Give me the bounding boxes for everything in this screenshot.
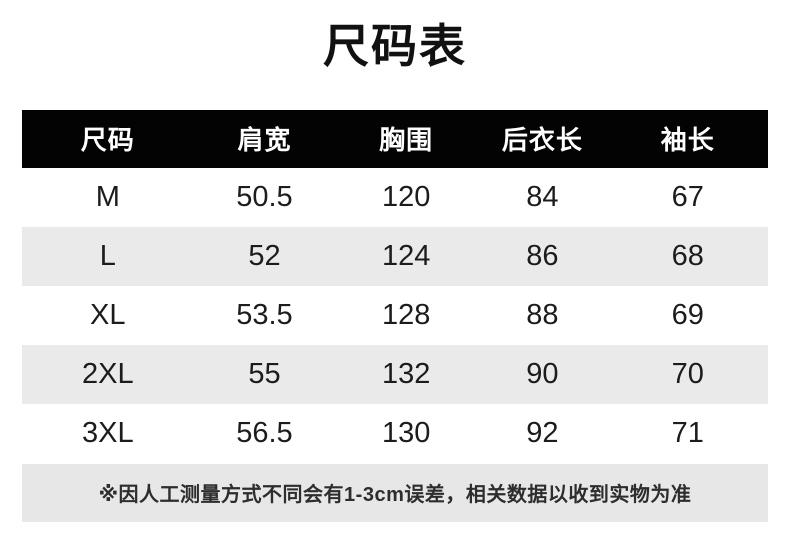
value-cell: 120 — [381, 180, 431, 213]
page-title: 尺码表 — [323, 20, 467, 72]
value-cell: 56.5 — [236, 416, 293, 449]
value-cell: 69 — [671, 298, 704, 331]
value-cell: 92 — [526, 416, 559, 449]
value-cell: 50.5 — [236, 180, 293, 213]
measurement-note-bar: ※因人工测量方式不同会有1-3cm误差，相关数据以收到实物为准 — [22, 463, 768, 522]
value-cell: 71 — [671, 416, 704, 449]
table-row: M 50.5 120 84 67 — [22, 168, 768, 227]
table-row: L 52 124 86 68 — [22, 226, 768, 286]
value-cell: 86 — [526, 239, 559, 272]
table-row: 3XL 56.5 130 92 71 — [22, 404, 768, 463]
value-cell: 68 — [671, 239, 704, 272]
table-row: 2XL 55 132 90 70 — [22, 344, 768, 404]
value-cell: 88 — [526, 298, 559, 331]
column-header-back-length: 后衣长 — [477, 109, 608, 168]
size-chart-page: 尺码表 尺码 肩宽 胸围 后衣长 袖长 M — [0, 20, 790, 556]
value-cell: 132 — [381, 357, 431, 390]
table-header-row: 尺码 肩宽 胸围 后衣长 袖长 — [22, 109, 768, 168]
value-cell: 90 — [526, 357, 559, 390]
measurement-note: ※因人工测量方式不同会有1-3cm误差，相关数据以收到实物为准 — [98, 484, 692, 507]
column-header-sleeve-length: 袖长 — [607, 109, 768, 168]
value-cell: 67 — [671, 180, 704, 213]
value-cell: 128 — [381, 298, 431, 331]
size-table-container: 尺码 肩宽 胸围 后衣长 袖长 M 50.5 120 84 67 L 52 — [22, 109, 768, 463]
table-row: XL 53.5 128 88 69 — [22, 286, 768, 345]
value-cell: 124 — [381, 239, 431, 272]
size-cell: L — [99, 239, 116, 272]
size-cell: XL — [90, 298, 126, 331]
value-cell: 52 — [248, 239, 281, 272]
size-cell: M — [95, 180, 120, 213]
column-header-shoulder-width: 肩宽 — [193, 109, 336, 168]
size-table: 尺码 肩宽 胸围 后衣长 袖长 M 50.5 120 84 67 L 52 — [22, 109, 768, 463]
column-header-size: 尺码 — [22, 109, 194, 168]
value-cell: 55 — [248, 357, 281, 390]
value-cell: 70 — [671, 357, 704, 390]
value-cell: 53.5 — [236, 298, 293, 331]
size-cell: 3XL — [81, 416, 134, 449]
value-cell: 130 — [381, 416, 431, 449]
column-header-chest: 胸围 — [335, 109, 478, 168]
value-cell: 84 — [526, 180, 559, 213]
size-cell: 2XL — [81, 357, 134, 390]
